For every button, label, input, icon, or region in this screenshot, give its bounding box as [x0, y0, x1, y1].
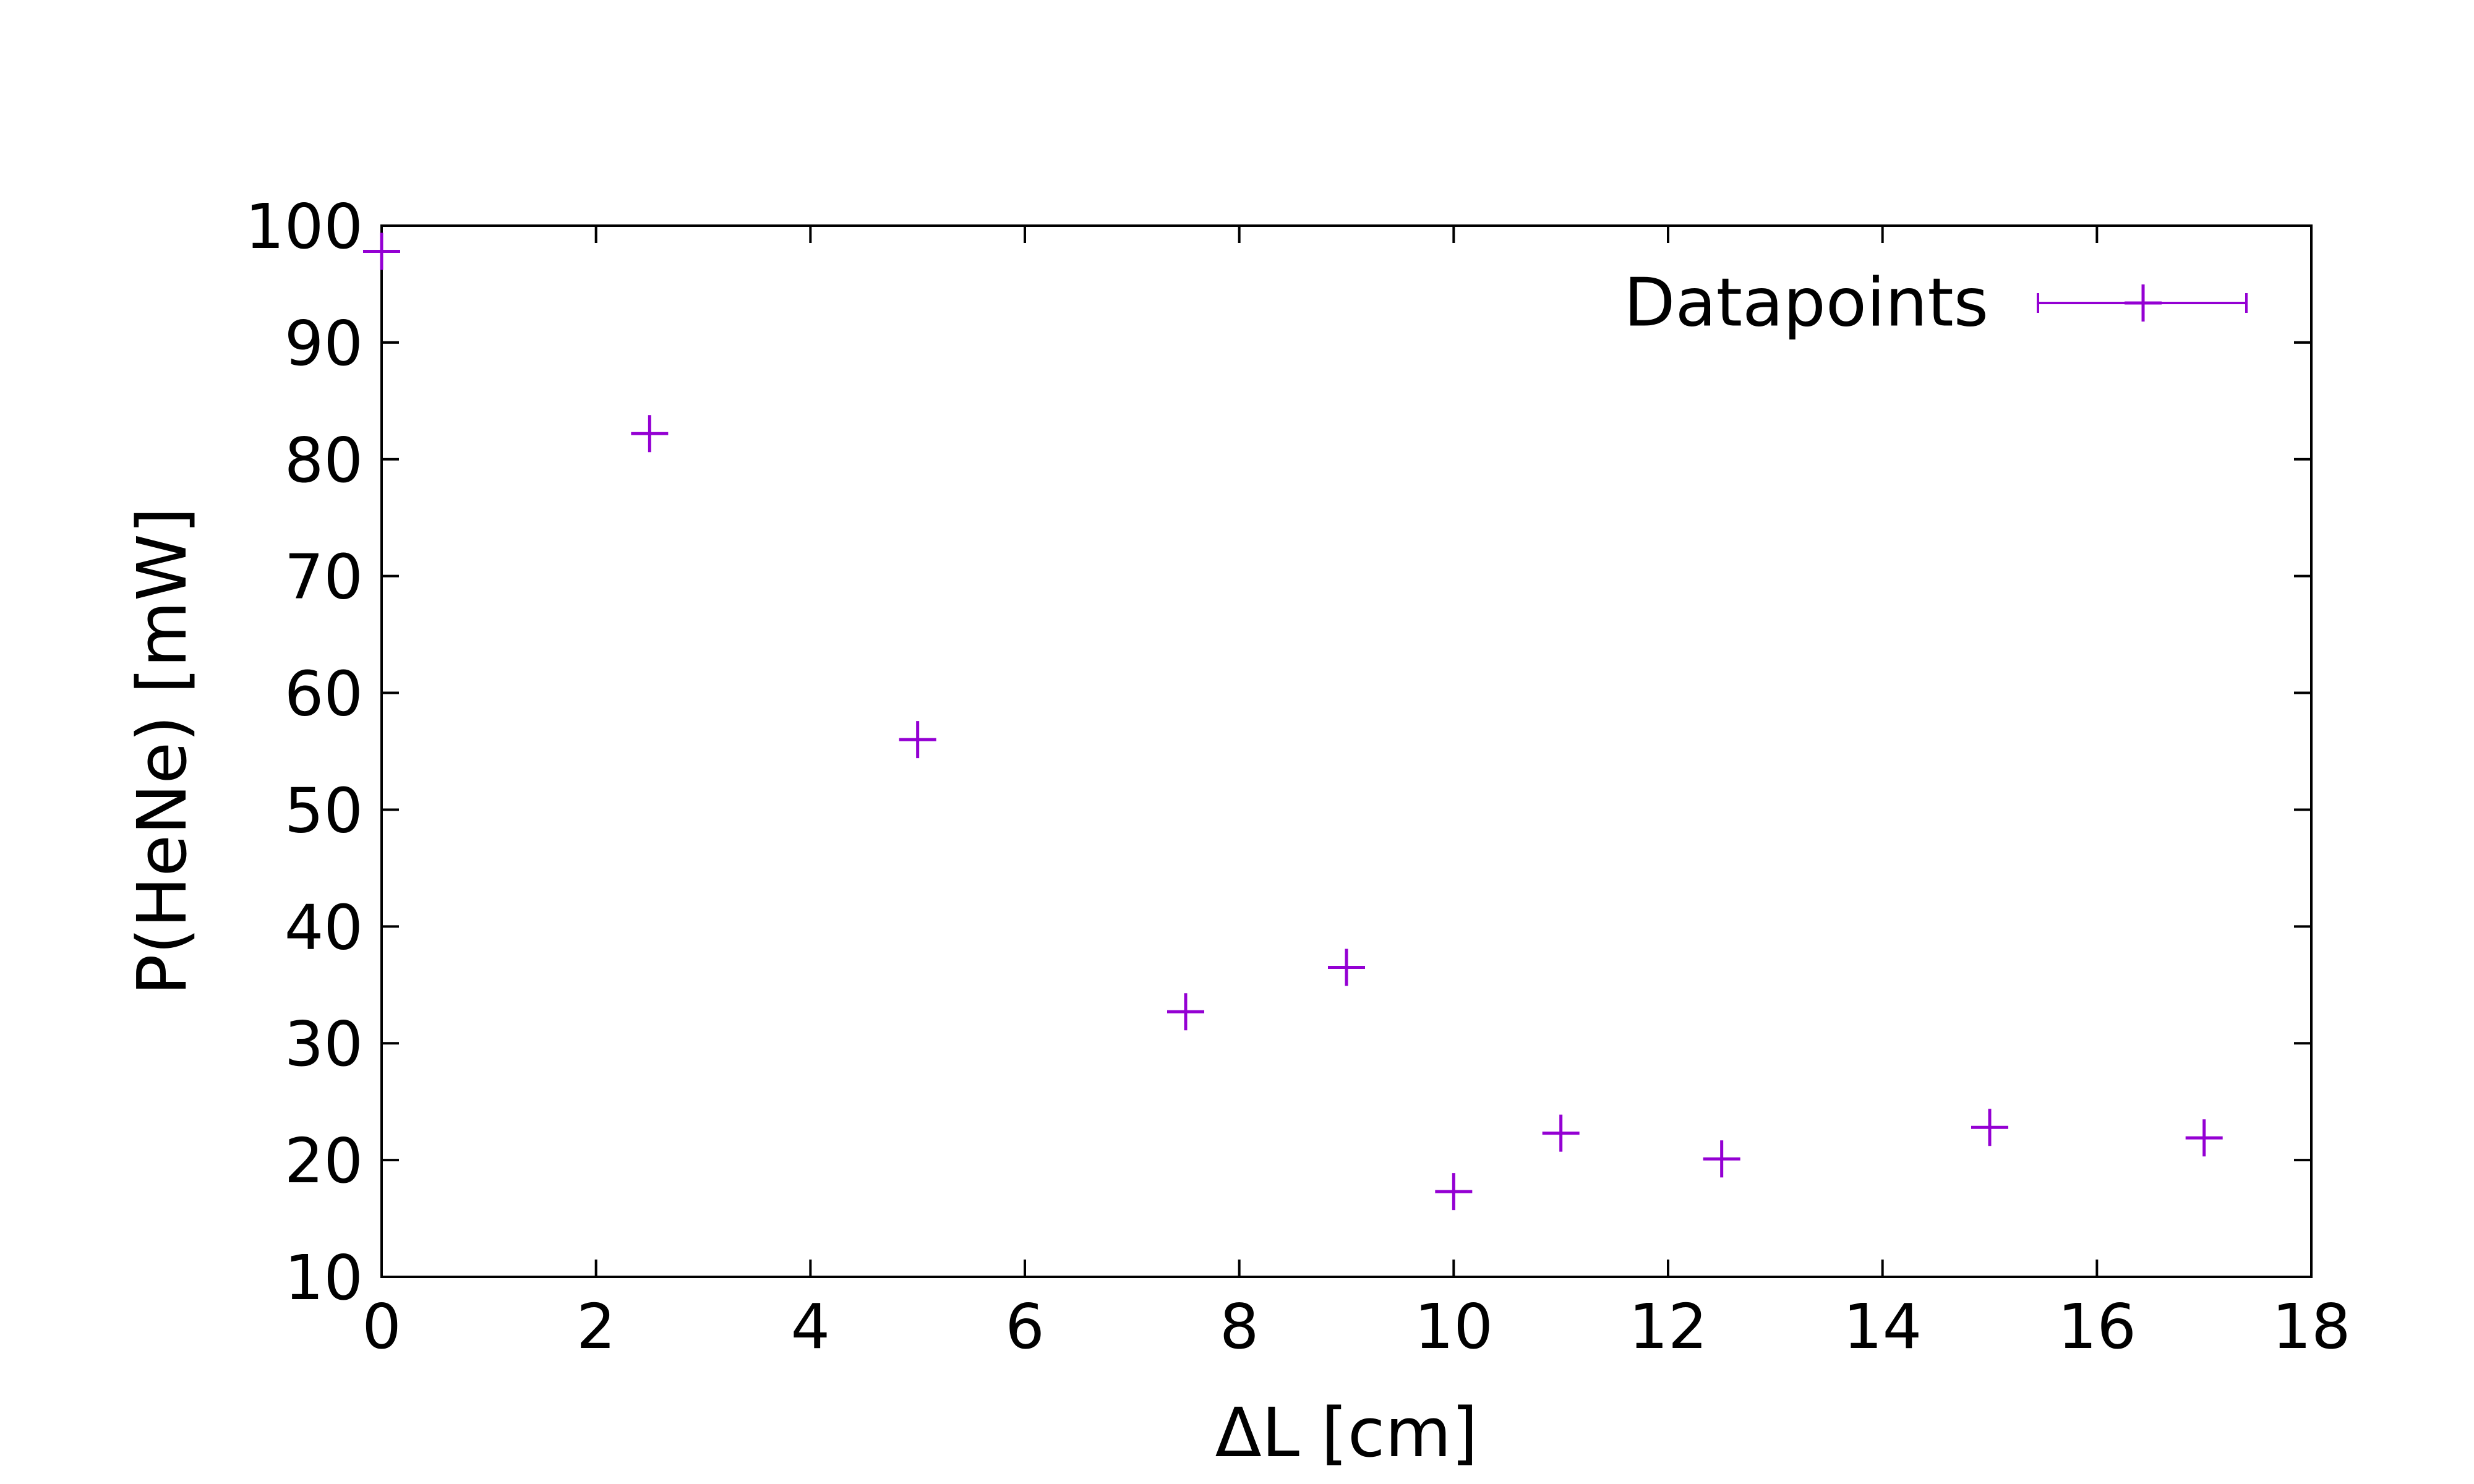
y-tick-label: 50: [285, 774, 363, 846]
x-tick-label: 18: [2272, 1290, 2350, 1363]
data-point: [1435, 1173, 1473, 1211]
data-point: [1328, 949, 1365, 986]
y-tick-label: 80: [285, 424, 363, 497]
x-tick-label: 6: [1005, 1290, 1045, 1363]
y-tick-label: 30: [285, 1008, 363, 1080]
y-tick-label: 70: [285, 541, 363, 613]
y-tick-label: 100: [245, 190, 363, 263]
data-point: [1703, 1140, 1740, 1178]
legend-marker: [2037, 284, 2248, 322]
x-tick-label: 10: [1415, 1290, 1493, 1363]
data-point: [363, 232, 400, 270]
data-points: [363, 232, 2223, 1211]
data-point: [899, 721, 936, 759]
x-tick-label: 14: [1843, 1290, 1922, 1363]
y-axis-label: P(HeNe) [mW]: [122, 507, 202, 995]
data-point: [1167, 993, 1204, 1031]
data-point: [2185, 1119, 2223, 1157]
y-tick-label: 40: [285, 891, 363, 963]
legend: Datapoints: [1624, 265, 2248, 342]
y-tick-label: 90: [285, 307, 363, 380]
y-tick-label: 10: [285, 1242, 363, 1314]
plot-area: [380, 224, 2313, 1278]
x-tick-label: 8: [1220, 1290, 1259, 1363]
legend-label-datapoints: Datapoints: [1624, 265, 1988, 342]
data-point: [1542, 1114, 1580, 1152]
axis-ticks: 0 2 4 6 8 10 12 14 16 18 10 20 30 40 50 60 70 80 90 100: [245, 190, 2351, 1363]
y-tick-label: 60: [285, 658, 363, 730]
x-tick-label: 0: [362, 1290, 401, 1363]
plot-border: [380, 224, 2313, 1278]
x-tick-label: 16: [2058, 1290, 2136, 1363]
data-point: [631, 415, 669, 453]
x-tick-label: 12: [1629, 1290, 1707, 1363]
data-point: [1971, 1109, 2008, 1146]
y-tick-label: 20: [285, 1125, 363, 1197]
x-tick-label: 4: [791, 1290, 831, 1363]
x-tick-label: 2: [576, 1290, 616, 1363]
x-axis-label: ΔL [cm]: [1215, 1393, 1478, 1472]
